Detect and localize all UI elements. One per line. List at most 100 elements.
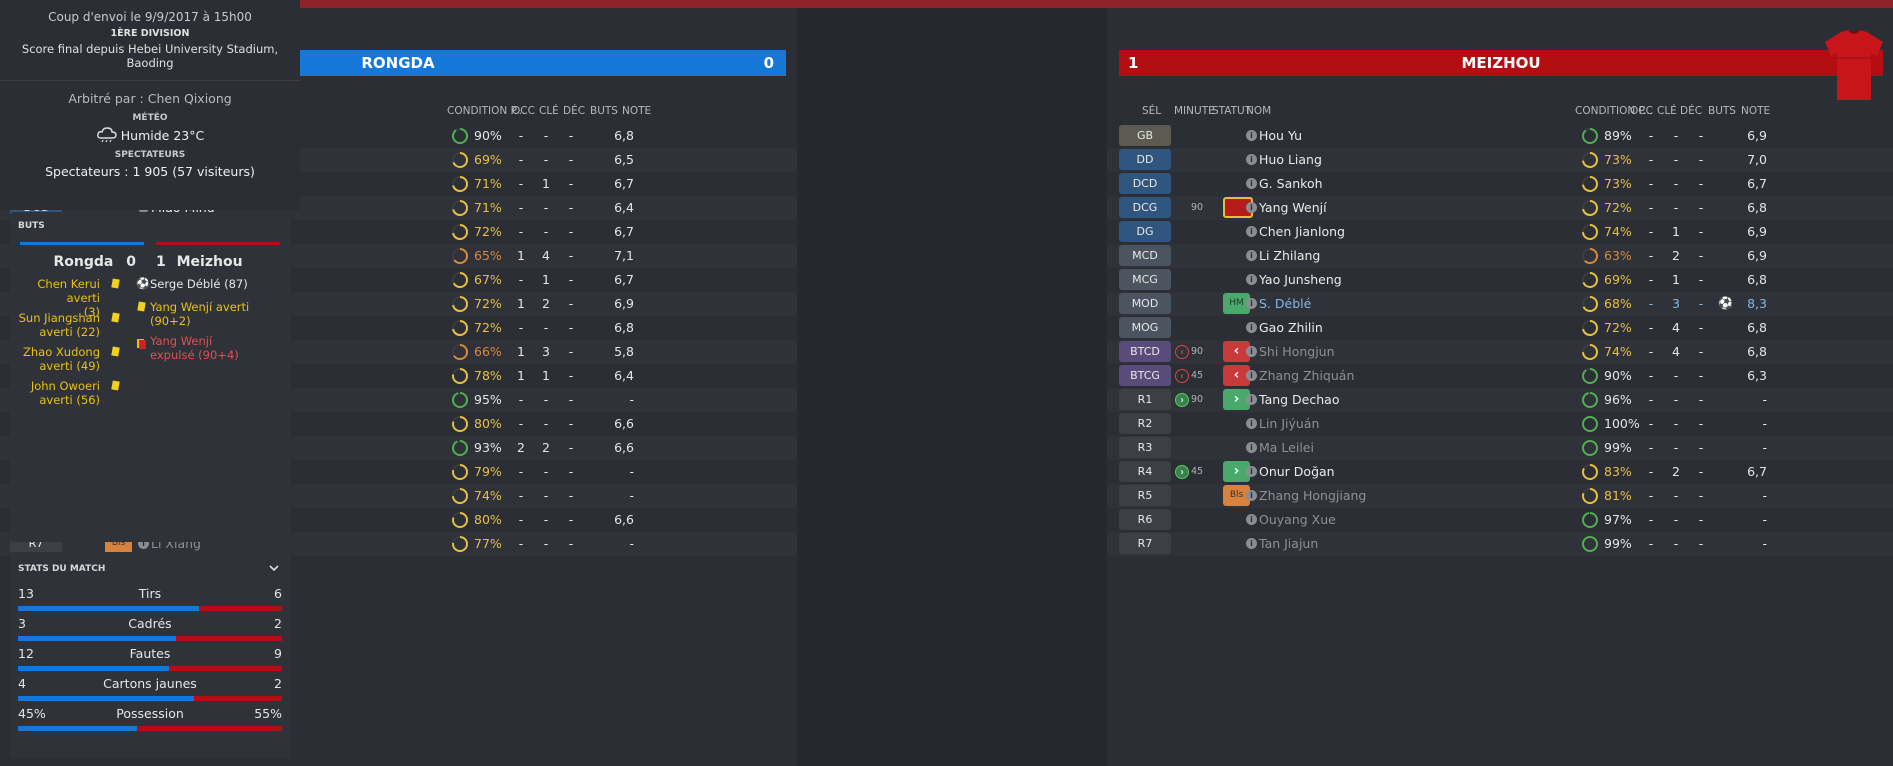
position-badge[interactable]: MCG: [1119, 269, 1171, 290]
position-badge[interactable]: GB: [1119, 125, 1171, 146]
position-badge[interactable]: BTCG: [1119, 365, 1171, 386]
away-header-buts[interactable]: BUTS: [1708, 105, 1736, 117]
player-name[interactable]: Huo Liang: [1259, 152, 1322, 167]
player-name[interactable]: Yang Wenjí: [1259, 200, 1327, 215]
player-name[interactable]: Hou Yu: [1259, 128, 1303, 143]
info-icon[interactable]: i: [1246, 298, 1257, 309]
away-header-note[interactable]: NOTE: [1741, 105, 1771, 117]
player-row[interactable]: DCD i G. Sankoh 73% - - - 6,7: [1107, 172, 1893, 196]
info-icon[interactable]: i: [1246, 178, 1257, 189]
player-row[interactable]: GB i Hou Yu 89% - - - 6,9: [1107, 124, 1893, 148]
away-header-statut[interactable]: STATUT: [1212, 105, 1252, 117]
info-icon[interactable]: i: [1246, 130, 1257, 141]
player-name[interactable]: Ma Leilei: [1259, 440, 1314, 455]
position-badge[interactable]: R4: [1119, 461, 1171, 482]
player-row[interactable]: MCD i Li Zhilang 63% - 2 - 6,9: [1107, 244, 1893, 268]
away-header-condition[interactable]: CONDITION P...: [1575, 105, 1654, 117]
player-name[interactable]: Tan Jiajun: [1259, 536, 1319, 551]
info-icon[interactable]: i: [1246, 226, 1257, 237]
stat-cle: 1: [1672, 224, 1680, 239]
info-icon[interactable]: i: [1246, 250, 1257, 261]
home-header-dec[interactable]: DÉC: [563, 105, 586, 117]
position-badge[interactable]: BTCD: [1119, 341, 1171, 362]
player-row[interactable]: R7 i Tan Jiajun 99% - - - -: [1107, 532, 1893, 556]
player-row[interactable]: BTCD ‹ 90 ‹ i Shi Hongjun 74% -4-6,8: [1107, 340, 1893, 364]
home-header-cle[interactable]: CLÉ: [539, 105, 559, 117]
home-header-note[interactable]: NOTE: [622, 105, 652, 117]
player-name[interactable]: Yao Junsheng: [1259, 272, 1342, 287]
player-name[interactable]: Ouyang Xue: [1259, 512, 1336, 527]
player-name[interactable]: Zhang Hongjiang: [1259, 488, 1367, 503]
position-badge[interactable]: MOD: [1119, 293, 1171, 314]
player-name[interactable]: G. Sankoh: [1259, 176, 1323, 191]
position-badge[interactable]: DCD: [1119, 173, 1171, 194]
player-row[interactable]: DD i Huo Liang 73% - - - 7,0: [1107, 148, 1893, 172]
info-icon[interactable]: i: [1246, 274, 1257, 285]
status-badge: ›: [1223, 461, 1250, 482]
away-event: Serge Déblé (87): [150, 277, 280, 291]
info-icon[interactable]: i: [138, 538, 149, 549]
player-name[interactable]: Onur Doğan: [1259, 464, 1335, 479]
player-row[interactable]: R6 i Ouyang Xue 97% - - - -: [1107, 508, 1893, 532]
player-row[interactable]: R2 i Lin Jiýuán 100% - - - -: [1107, 412, 1893, 436]
chevron-down-icon[interactable]: [268, 562, 280, 574]
player-row[interactable]: R1 › 90 › i Tang Dechao 96% - - - -: [1107, 388, 1893, 412]
player-row[interactable]: BTCG ‹ 45 ‹ i Zhang Zhiquán 90% - - -6,3: [1107, 364, 1893, 388]
player-name[interactable]: Lin Jiýuán: [1259, 416, 1320, 431]
away-header-dec[interactable]: DÉC: [1680, 105, 1703, 117]
position-badge[interactable]: R2: [1119, 413, 1171, 434]
match-rating: -: [629, 464, 634, 479]
player-name[interactable]: Gao Zhilin: [1259, 320, 1323, 335]
player-row[interactable]: DG i Chen Jianlong 74% - 1 - 6,9: [1107, 220, 1893, 244]
position-badge[interactable]: MCD: [1119, 245, 1171, 266]
player-name[interactable]: S. Déblé: [1259, 296, 1312, 311]
home-header-occ[interactable]: OCC: [512, 105, 535, 117]
condition-ring-icon: [1581, 439, 1599, 457]
player-name[interactable]: Li Zhilang: [1259, 248, 1321, 263]
player-row[interactable]: MOD HM i S. Déblé 68% -3- ⚽ 8,3: [1107, 292, 1893, 316]
position-badge[interactable]: R5: [1119, 485, 1171, 506]
position-badge[interactable]: R3: [1119, 437, 1171, 458]
position-badge[interactable]: R6: [1119, 509, 1171, 530]
player-row[interactable]: R5 Bls i Zhang Hongjiang 81% - - - -: [1107, 484, 1893, 508]
info-icon[interactable]: i: [1246, 514, 1257, 525]
home-header-buts[interactable]: BUTS: [590, 105, 618, 117]
info-icon[interactable]: i: [1246, 418, 1257, 429]
stat-dec: -: [568, 296, 574, 311]
player-row[interactable]: R4 › 45 › i Onur Doğan 83% -2-6,7: [1107, 460, 1893, 484]
stat-dec: -: [568, 464, 574, 479]
away-header-nom[interactable]: NOM: [1246, 105, 1272, 117]
condition-ring-icon: [451, 175, 469, 193]
match-rating: 6,8: [1747, 344, 1767, 359]
info-icon[interactable]: i: [1246, 346, 1257, 357]
info-icon[interactable]: i: [1246, 154, 1257, 165]
player-name[interactable]: Tang Dechao: [1259, 392, 1340, 407]
player-row[interactable]: MCG i Yao Junsheng 69% - 1 - 6,8: [1107, 268, 1893, 292]
info-icon[interactable]: i: [1246, 394, 1257, 405]
info-icon[interactable]: i: [1246, 322, 1257, 333]
away-header-cle[interactable]: CLÉ: [1657, 105, 1677, 117]
position-badge[interactable]: DD: [1119, 149, 1171, 170]
position-badge[interactable]: DG: [1119, 221, 1171, 242]
condition-ring-icon: [451, 439, 469, 457]
away-header-sel[interactable]: SÉL: [1142, 105, 1162, 117]
info-icon[interactable]: i: [1246, 202, 1257, 213]
info-icon[interactable]: i: [1246, 466, 1257, 477]
player-name[interactable]: Shi Hongjun: [1259, 344, 1335, 359]
player-name[interactable]: Chen Jianlong: [1259, 224, 1345, 239]
position-badge[interactable]: MOG: [1119, 317, 1171, 338]
away-header-occ[interactable]: OCC: [1630, 105, 1653, 117]
player-row[interactable]: R3 i Ma Leilei 99% - - - -: [1107, 436, 1893, 460]
info-icon[interactable]: i: [1246, 442, 1257, 453]
player-name[interactable]: Zhang Zhiquán: [1259, 368, 1355, 383]
home-header-condition[interactable]: CONDITION P...: [447, 105, 526, 117]
position-badge[interactable]: DCG: [1119, 197, 1171, 218]
info-icon[interactable]: i: [1246, 538, 1257, 549]
player-row[interactable]: DCG 90 i Yang Wenjí 72% - - - 6,8: [1107, 196, 1893, 220]
position-badge[interactable]: R1: [1119, 389, 1171, 410]
info-icon[interactable]: i: [1246, 490, 1257, 501]
info-icon[interactable]: i: [1246, 370, 1257, 381]
position-badge[interactable]: R7: [1119, 533, 1171, 554]
player-row[interactable]: MOG i Gao Zhilin 72% - 4 - 6,8: [1107, 316, 1893, 340]
away-header-minute[interactable]: MINUTE: [1174, 105, 1215, 117]
